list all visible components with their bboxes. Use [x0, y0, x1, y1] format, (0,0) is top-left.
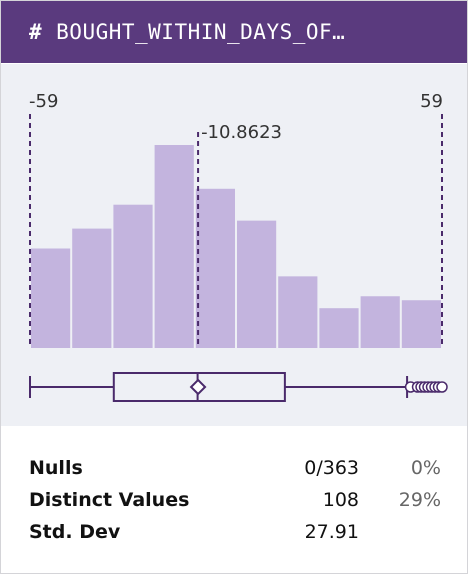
histogram-bar-6[interactable] — [278, 276, 318, 348]
stat-label: Nulls — [29, 457, 83, 479]
histogram-bar-9[interactable] — [401, 300, 441, 348]
column-name: BOUGHT_WITHIN_DAYS_OF… — [56, 20, 346, 44]
stat-row-distinct: Distinct Values 108 29% — [1, 489, 467, 521]
histogram-bar-0[interactable] — [31, 248, 71, 348]
histogram-bar-3[interactable] — [154, 145, 194, 348]
histogram-bars — [31, 145, 441, 348]
histogram-bar-2[interactable] — [113, 204, 153, 348]
histogram-bar-7[interactable] — [319, 308, 359, 348]
boxplot-outlier-8 — [436, 381, 448, 393]
stat-percent: 29% — [398, 489, 441, 511]
boxplot-box — [112, 372, 286, 402]
histogram-bar-5[interactable] — [237, 220, 277, 348]
stat-row-nulls: Nulls 0/363 0% — [1, 457, 467, 489]
stat-row-stddev: Std. Dev 27.91 — [1, 521, 467, 553]
stat-label: Distinct Values — [29, 489, 190, 511]
boxplot — [29, 372, 448, 402]
stats-panel: Nulls 0/363 0% Distinct Values 108 29% S… — [1, 427, 467, 573]
min-label: -59 — [29, 91, 59, 112]
stat-count: 0/363 — [304, 457, 359, 479]
histogram-panel: -59 59 -10.8623 — [1, 64, 467, 426]
stat-percent: 0% — [410, 457, 441, 479]
stat-count: 108 — [322, 489, 359, 511]
histogram-bar-4[interactable] — [195, 188, 235, 348]
numeric-type-icon: # — [29, 20, 43, 44]
boxplot-mean-diamond — [189, 378, 207, 396]
histogram-bar-1[interactable] — [72, 228, 112, 348]
mean-label: -10.8623 — [201, 122, 282, 143]
histogram-bar-8[interactable] — [360, 296, 400, 348]
histogram-chart: -10.8623 — [29, 114, 448, 402]
stat-label: Std. Dev — [29, 521, 121, 543]
column-header[interactable]: # BOUGHT_WITHIN_DAYS_OF… — [1, 1, 467, 64]
stat-count: 27.91 — [304, 521, 359, 543]
max-label: 59 — [420, 91, 443, 112]
